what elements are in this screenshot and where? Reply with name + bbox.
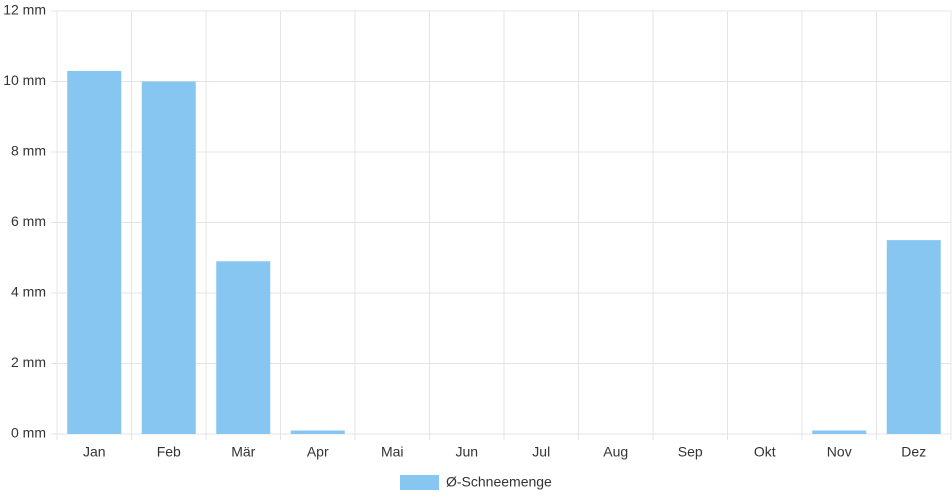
x-tick-label: Nov	[827, 444, 852, 460]
y-tick-label: 2 mm	[11, 354, 46, 370]
bar	[67, 70, 122, 435]
bar	[216, 261, 271, 434]
x-tick-label: Okt	[754, 444, 776, 460]
y-tick-label: 12 mm	[3, 2, 46, 18]
x-tick-label: Mär	[231, 444, 255, 460]
x-tick-label: Dez	[901, 444, 926, 460]
bar	[886, 240, 941, 434]
bar	[141, 81, 196, 434]
bar	[290, 430, 345, 434]
y-tick-label: 4 mm	[11, 284, 46, 300]
x-tick-label: Feb	[157, 444, 181, 460]
y-tick-label: 8 mm	[11, 143, 46, 159]
y-tick-label: 10 mm	[3, 72, 46, 88]
x-tick-label: Aug	[603, 444, 628, 460]
legend-swatch	[400, 475, 439, 490]
x-tick-label: Jul	[532, 444, 550, 460]
x-tick-label: Mai	[381, 444, 404, 460]
y-tick-label: 6 mm	[11, 213, 46, 229]
x-tick-label: Sep	[678, 444, 703, 460]
y-tick-label: 0 mm	[11, 425, 46, 441]
x-tick-label: Jan	[83, 444, 106, 460]
bar	[812, 430, 867, 434]
x-tick-label: Jun	[455, 444, 478, 460]
x-tick-label: Apr	[307, 444, 329, 460]
legend-label: Ø-Schneemenge	[446, 474, 552, 490]
